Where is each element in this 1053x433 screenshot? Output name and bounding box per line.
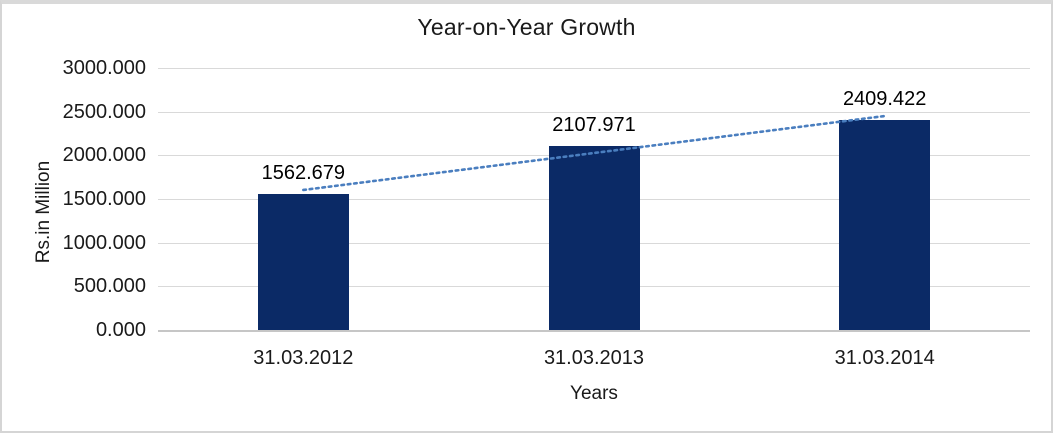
x-tick-label: 31.03.2014	[834, 347, 935, 369]
gridline	[158, 111, 1030, 113]
bar-value-label: 1562.679	[261, 161, 346, 184]
trendline	[302, 114, 886, 192]
bar-value-label: 2409.422	[842, 87, 927, 110]
bar	[839, 119, 931, 330]
gridline	[158, 68, 1030, 69]
y-tick-label: 500.000	[73, 275, 146, 298]
y-tick-label: 3000.000	[62, 57, 146, 79]
bar	[548, 145, 640, 330]
y-tick-label: 0.000	[95, 319, 146, 341]
plot-area: 1562.679 2107.971 2409.422	[158, 68, 1030, 332]
bar	[257, 193, 349, 330]
x-tick-label: 31.03.2013	[543, 347, 645, 369]
x-axis-title: Years	[570, 383, 618, 404]
y-tick-label: 1500.000	[62, 188, 146, 210]
y-tick-label: 2500.000	[62, 100, 146, 123]
chart-title: Year-on-Year Growth	[417, 14, 636, 40]
y-tick-label: 2000.000	[62, 144, 146, 167]
x-tick-label: 31.03.2012	[253, 347, 354, 369]
bar-value-label: 2107.971	[552, 113, 636, 136]
y-tick-label: 1000.000	[62, 231, 146, 254]
